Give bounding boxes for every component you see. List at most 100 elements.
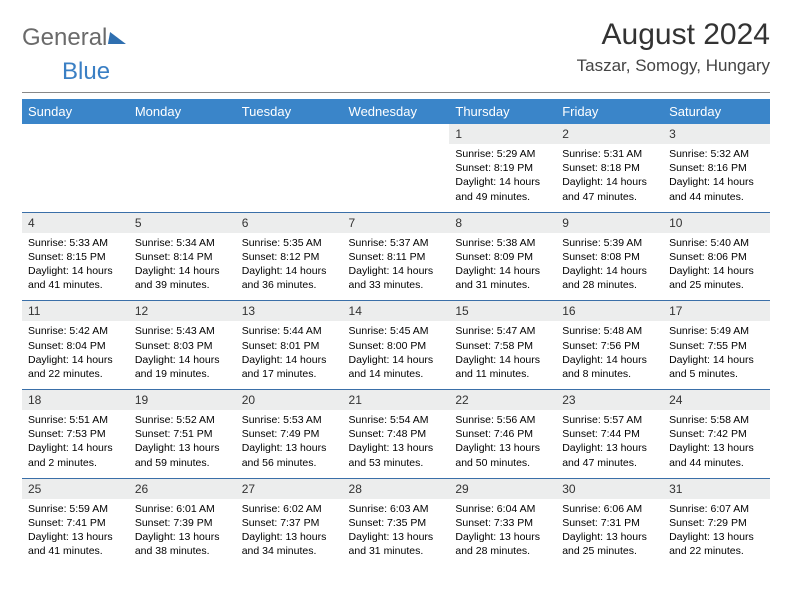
day-details: Sunrise: 5:47 AMSunset: 7:58 PMDaylight:…	[449, 321, 556, 389]
brand-logo: General	[22, 24, 127, 52]
day-details: Sunrise: 5:35 AMSunset: 8:12 PMDaylight:…	[236, 233, 343, 301]
day-number: 6	[236, 213, 343, 233]
day-number: 16	[556, 301, 663, 321]
sunrise-text: Sunrise: 5:58 AM	[669, 413, 764, 427]
sunrise-text: Sunrise: 5:43 AM	[135, 324, 230, 338]
sunrise-text: Sunrise: 5:29 AM	[455, 147, 550, 161]
calendar-cell: 8Sunrise: 5:38 AMSunset: 8:09 PMDaylight…	[449, 212, 556, 301]
daylight-text: Daylight: 14 hours and 33 minutes.	[349, 264, 444, 292]
sunset-text: Sunset: 7:41 PM	[28, 516, 123, 530]
day-details: Sunrise: 6:04 AMSunset: 7:33 PMDaylight:…	[449, 499, 556, 567]
sunset-text: Sunset: 7:46 PM	[455, 427, 550, 441]
daylight-text: Daylight: 13 hours and 31 minutes.	[349, 530, 444, 558]
day-details: Sunrise: 6:06 AMSunset: 7:31 PMDaylight:…	[556, 499, 663, 567]
sunrise-text: Sunrise: 5:42 AM	[28, 324, 123, 338]
daylight-text: Daylight: 14 hours and 47 minutes.	[562, 175, 657, 203]
sunrise-text: Sunrise: 5:52 AM	[135, 413, 230, 427]
sunset-text: Sunset: 8:01 PM	[242, 339, 337, 353]
title-block: August 2024 Taszar, Somogy, Hungary	[577, 18, 770, 76]
sunset-text: Sunset: 7:56 PM	[562, 339, 657, 353]
sunrise-text: Sunrise: 6:01 AM	[135, 502, 230, 516]
day-number: 11	[22, 301, 129, 321]
sunrise-text: Sunrise: 5:56 AM	[455, 413, 550, 427]
sunrise-text: Sunrise: 5:48 AM	[562, 324, 657, 338]
daylight-text: Daylight: 13 hours and 34 minutes.	[242, 530, 337, 558]
calendar-cell: 9Sunrise: 5:39 AMSunset: 8:08 PMDaylight…	[556, 212, 663, 301]
day-details: Sunrise: 5:34 AMSunset: 8:14 PMDaylight:…	[129, 233, 236, 301]
day-number: 22	[449, 390, 556, 410]
calendar-cell: 7Sunrise: 5:37 AMSunset: 8:11 PMDaylight…	[343, 212, 450, 301]
calendar-cell: 15Sunrise: 5:47 AMSunset: 7:58 PMDayligh…	[449, 301, 556, 390]
day-details: Sunrise: 6:03 AMSunset: 7:35 PMDaylight:…	[343, 499, 450, 567]
calendar-cell: 30Sunrise: 6:06 AMSunset: 7:31 PMDayligh…	[556, 478, 663, 566]
day-details: Sunrise: 5:54 AMSunset: 7:48 PMDaylight:…	[343, 410, 450, 478]
day-number: 27	[236, 479, 343, 499]
sunset-text: Sunset: 8:15 PM	[28, 250, 123, 264]
day-details: Sunrise: 5:37 AMSunset: 8:11 PMDaylight:…	[343, 233, 450, 301]
daylight-text: Daylight: 14 hours and 28 minutes.	[562, 264, 657, 292]
day-number: 20	[236, 390, 343, 410]
day-number: 3	[663, 124, 770, 144]
day-number: 4	[22, 213, 129, 233]
sunset-text: Sunset: 8:09 PM	[455, 250, 550, 264]
sunrise-text: Sunrise: 5:35 AM	[242, 236, 337, 250]
sunset-text: Sunset: 7:35 PM	[349, 516, 444, 530]
sunset-text: Sunset: 8:12 PM	[242, 250, 337, 264]
sunrise-text: Sunrise: 5:59 AM	[28, 502, 123, 516]
daylight-text: Daylight: 13 hours and 22 minutes.	[669, 530, 764, 558]
calendar-cell: 13Sunrise: 5:44 AMSunset: 8:01 PMDayligh…	[236, 301, 343, 390]
daylight-text: Daylight: 14 hours and 8 minutes.	[562, 353, 657, 381]
daylight-text: Daylight: 14 hours and 14 minutes.	[349, 353, 444, 381]
day-details: Sunrise: 5:31 AMSunset: 8:18 PMDaylight:…	[556, 144, 663, 212]
sunset-text: Sunset: 8:00 PM	[349, 339, 444, 353]
day-details: Sunrise: 6:07 AMSunset: 7:29 PMDaylight:…	[663, 499, 770, 567]
daylight-text: Daylight: 13 hours and 41 minutes.	[28, 530, 123, 558]
sunrise-text: Sunrise: 5:51 AM	[28, 413, 123, 427]
daylight-text: Daylight: 13 hours and 50 minutes.	[455, 441, 550, 469]
daylight-text: Daylight: 14 hours and 2 minutes.	[28, 441, 123, 469]
calendar-cell	[236, 124, 343, 212]
calendar-cell: 21Sunrise: 5:54 AMSunset: 7:48 PMDayligh…	[343, 390, 450, 479]
sunrise-text: Sunrise: 5:31 AM	[562, 147, 657, 161]
location-text: Taszar, Somogy, Hungary	[577, 56, 770, 76]
sunset-text: Sunset: 7:44 PM	[562, 427, 657, 441]
daylight-text: Daylight: 14 hours and 25 minutes.	[669, 264, 764, 292]
day-number: 23	[556, 390, 663, 410]
calendar-cell	[22, 124, 129, 212]
calendar-cell: 17Sunrise: 5:49 AMSunset: 7:55 PMDayligh…	[663, 301, 770, 390]
sunrise-text: Sunrise: 6:02 AM	[242, 502, 337, 516]
day-details: Sunrise: 5:40 AMSunset: 8:06 PMDaylight:…	[663, 233, 770, 301]
sunset-text: Sunset: 8:18 PM	[562, 161, 657, 175]
calendar-cell: 5Sunrise: 5:34 AMSunset: 8:14 PMDaylight…	[129, 212, 236, 301]
calendar-cell: 1Sunrise: 5:29 AMSunset: 8:19 PMDaylight…	[449, 124, 556, 212]
day-number: 10	[663, 213, 770, 233]
day-number: 5	[129, 213, 236, 233]
calendar-cell	[129, 124, 236, 212]
day-number: 25	[22, 479, 129, 499]
sunrise-text: Sunrise: 5:34 AM	[135, 236, 230, 250]
weekday-header: Monday	[129, 99, 236, 124]
daylight-text: Daylight: 13 hours and 28 minutes.	[455, 530, 550, 558]
calendar-week-row: 4Sunrise: 5:33 AMSunset: 8:15 PMDaylight…	[22, 212, 770, 301]
day-details: Sunrise: 5:42 AMSunset: 8:04 PMDaylight:…	[22, 321, 129, 389]
calendar-cell: 31Sunrise: 6:07 AMSunset: 7:29 PMDayligh…	[663, 478, 770, 566]
sunrise-text: Sunrise: 6:04 AM	[455, 502, 550, 516]
daylight-text: Daylight: 14 hours and 41 minutes.	[28, 264, 123, 292]
sunrise-text: Sunrise: 5:37 AM	[349, 236, 444, 250]
calendar-cell: 10Sunrise: 5:40 AMSunset: 8:06 PMDayligh…	[663, 212, 770, 301]
day-details: Sunrise: 5:33 AMSunset: 8:15 PMDaylight:…	[22, 233, 129, 301]
sunset-text: Sunset: 8:08 PM	[562, 250, 657, 264]
sunrise-text: Sunrise: 6:07 AM	[669, 502, 764, 516]
day-number: 24	[663, 390, 770, 410]
day-details: Sunrise: 6:01 AMSunset: 7:39 PMDaylight:…	[129, 499, 236, 567]
weekday-header: Wednesday	[343, 99, 450, 124]
calendar-cell: 18Sunrise: 5:51 AMSunset: 7:53 PMDayligh…	[22, 390, 129, 479]
sunset-text: Sunset: 8:06 PM	[669, 250, 764, 264]
sunset-text: Sunset: 7:48 PM	[349, 427, 444, 441]
calendar-week-row: 18Sunrise: 5:51 AMSunset: 7:53 PMDayligh…	[22, 390, 770, 479]
daylight-text: Daylight: 14 hours and 5 minutes.	[669, 353, 764, 381]
calendar-cell: 11Sunrise: 5:42 AMSunset: 8:04 PMDayligh…	[22, 301, 129, 390]
brand-part1: General	[22, 24, 107, 52]
sunset-text: Sunset: 8:11 PM	[349, 250, 444, 264]
sunrise-text: Sunrise: 5:49 AM	[669, 324, 764, 338]
